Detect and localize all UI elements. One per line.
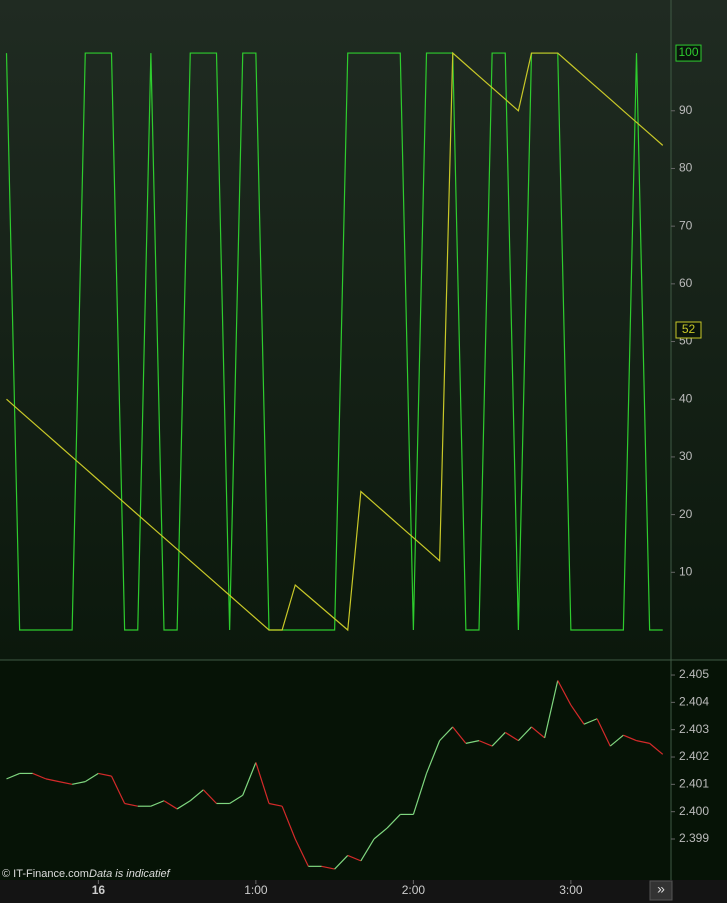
price-segment [517,726,532,742]
source: © IT-Finance.com [2,868,89,880]
price-segment [281,805,296,840]
y-tick-label: 2.404 [679,695,709,709]
nav-label[interactable]: » [657,881,665,897]
price-segment [649,742,664,755]
price-segment [425,740,441,774]
price-segment [45,778,60,783]
price-segment [557,680,572,706]
price-segment [242,762,257,796]
price-segment [150,800,165,807]
value-marker [675,321,702,339]
panel-top [0,0,727,660]
price-segment [583,718,598,725]
price-segment [478,740,493,747]
price-segment [321,865,335,870]
price-segment [531,726,546,739]
y-tick-label: 10 [679,564,693,578]
y-tick-label: 20 [679,507,693,521]
price-segment [268,802,283,807]
y-tick-label: 80 [679,161,693,175]
price-segment [294,838,309,867]
price-segment [609,734,624,747]
note: Data is indicatief [89,868,171,880]
price-segment [439,726,454,742]
price-segment [570,704,585,725]
price-segment [334,854,349,870]
price-segment [623,734,637,742]
price-segment [412,773,428,815]
y-tick-label: 40 [679,391,693,405]
x-axis-strip [0,880,727,903]
price-segment [544,680,559,739]
y-tick-label: 30 [679,449,693,463]
price-segment [636,740,650,744]
price-segment [98,772,112,777]
price-segment [72,781,86,785]
price-segment [58,781,73,785]
x-tick-label: 16 [92,883,106,897]
nav-button[interactable] [649,880,673,901]
price-segment [347,854,362,862]
value-marker [675,44,702,62]
price-segment [32,772,47,780]
price-segment [360,838,375,862]
x-tick-label: 3:00 [559,883,583,897]
price-segment [504,731,519,742]
y-tick-label: 70 [679,218,693,232]
price-segment [6,772,20,780]
price-segment [124,802,138,807]
price-segment [189,789,204,802]
price-segment [229,794,244,804]
y-tick-label: 2.400 [679,804,709,818]
price-segment [255,762,270,804]
y-tick-label: 2.405 [679,667,709,681]
y-tick-label: 60 [679,276,693,290]
value-marker-label: 52 [682,322,696,336]
price-segment [491,732,506,747]
x-tick-label: 2:00 [402,883,426,897]
y-tick-label: 2.403 [679,722,709,736]
price-segment [202,789,217,804]
y-tick-label: 90 [679,103,693,117]
x-tick-label: 1:00 [244,883,268,897]
price-segment [84,772,99,783]
price-segment [386,813,401,829]
y-tick-label: 2.401 [679,777,709,791]
price-segment [596,718,611,747]
price-segment [465,740,480,744]
value-marker-label: 100 [678,45,698,59]
price-segment [110,775,126,804]
panel-bottom [0,660,727,880]
price-segment [176,800,191,810]
y-tick-label: 2.399 [679,831,709,845]
y-tick-label: 2.402 [679,749,709,763]
price-segment [452,726,467,744]
series-line [6,51,664,632]
price-segment [163,800,178,810]
price-segment [373,827,388,840]
